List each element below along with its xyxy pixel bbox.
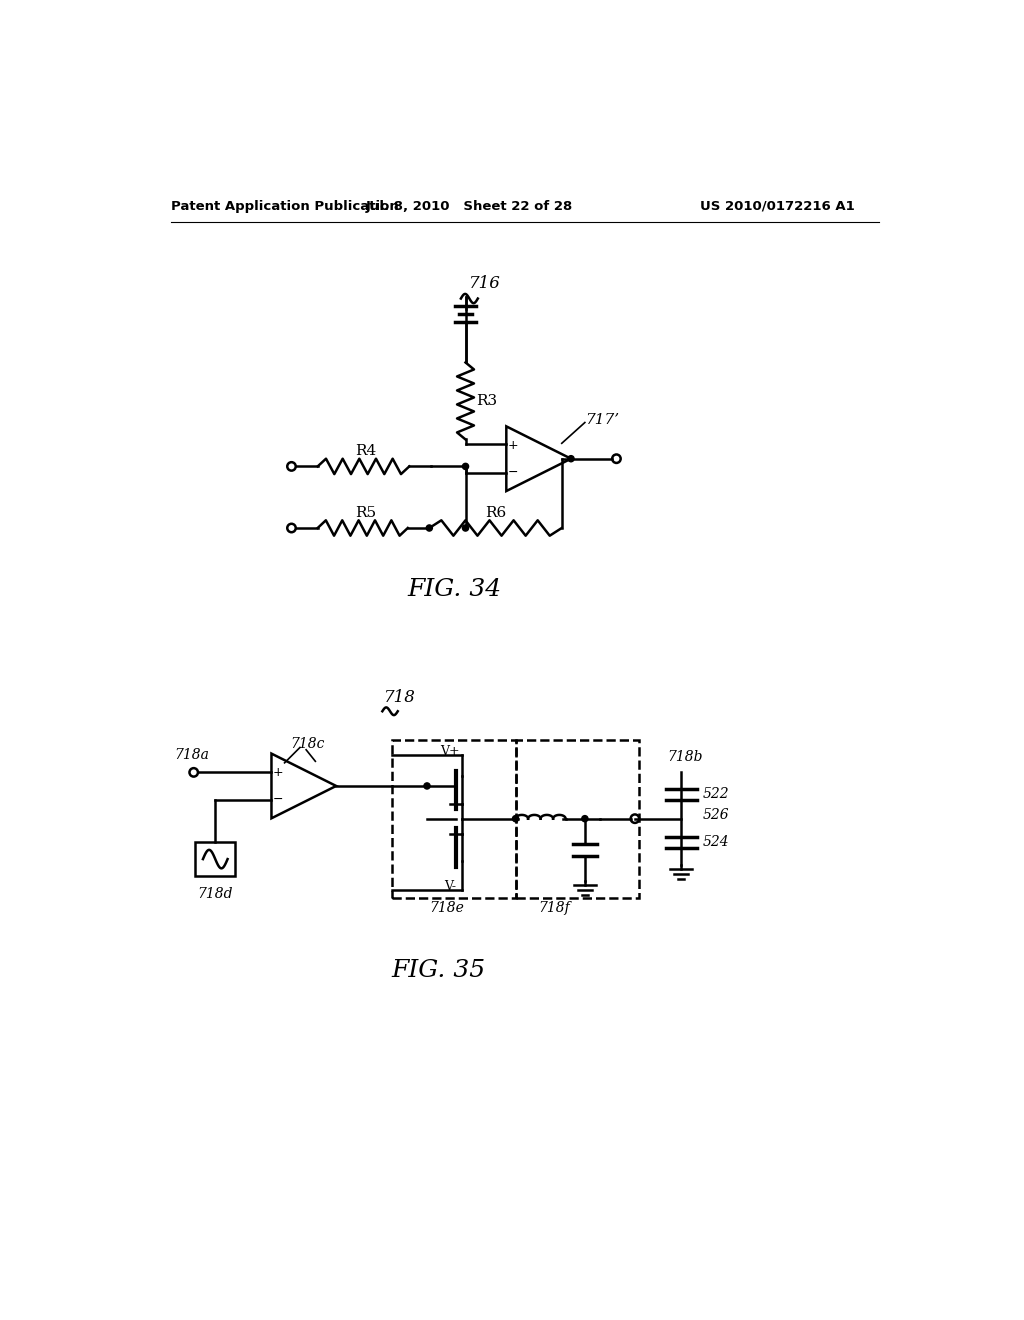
Text: Patent Application Publication: Patent Application Publication	[171, 199, 398, 213]
Text: R3: R3	[476, 393, 498, 408]
Text: +: +	[273, 766, 284, 779]
Text: Jul. 8, 2010   Sheet 22 of 28: Jul. 8, 2010 Sheet 22 of 28	[366, 199, 573, 213]
Text: V+: V+	[440, 744, 460, 758]
Text: 718: 718	[384, 689, 416, 706]
Text: −: −	[508, 466, 518, 479]
Text: 718e: 718e	[429, 900, 464, 915]
Text: R4: R4	[354, 444, 376, 458]
Bar	[515, 739, 639, 898]
Circle shape	[582, 816, 588, 822]
Circle shape	[463, 463, 469, 470]
Text: +: +	[508, 438, 518, 451]
Text: 524: 524	[702, 834, 729, 849]
Text: FIG. 35: FIG. 35	[391, 960, 485, 982]
Bar	[196, 842, 236, 876]
Circle shape	[424, 783, 430, 789]
Text: 718b: 718b	[668, 751, 702, 764]
Text: FIG. 34: FIG. 34	[407, 578, 501, 601]
Text: 718a: 718a	[175, 748, 210, 763]
Bar	[392, 739, 515, 898]
Text: R6: R6	[485, 506, 506, 520]
Text: US 2010/0172216 A1: US 2010/0172216 A1	[699, 199, 854, 213]
Text: 718c: 718c	[291, 737, 325, 751]
Text: 522: 522	[702, 787, 729, 801]
Circle shape	[463, 525, 469, 531]
Text: 717’: 717’	[585, 413, 618, 428]
Circle shape	[568, 455, 574, 462]
Text: −: −	[273, 793, 284, 807]
Text: R5: R5	[355, 506, 376, 520]
Text: 718f: 718f	[539, 900, 570, 915]
Text: 526: 526	[702, 808, 729, 822]
Circle shape	[426, 525, 432, 531]
Text: V-: V-	[444, 879, 456, 892]
Text: 716: 716	[469, 276, 501, 293]
Circle shape	[512, 816, 518, 822]
Text: 718d: 718d	[198, 887, 233, 900]
